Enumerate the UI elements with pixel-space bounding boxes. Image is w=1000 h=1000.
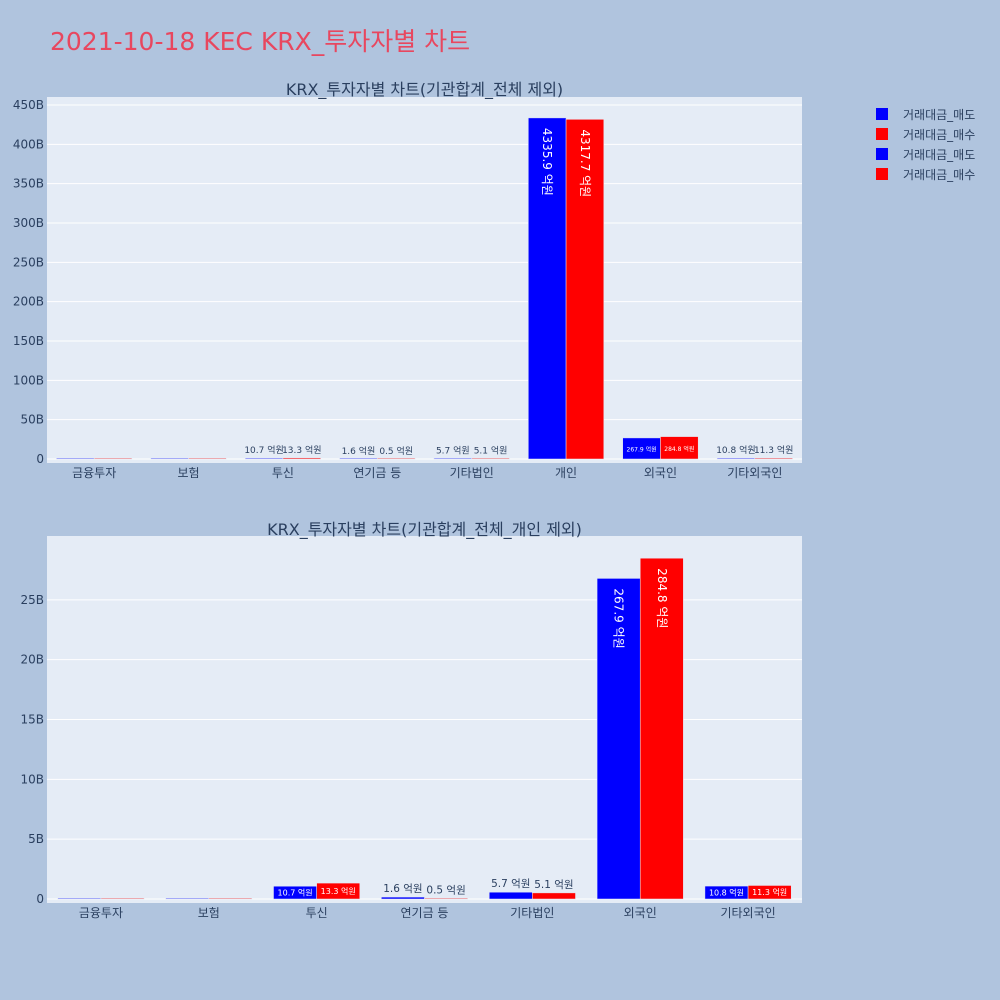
bar: [488, 891, 533, 900]
x-tick-label: 기타외국인: [727, 466, 782, 480]
chart-title: KRX_투자자별 차트(기관합계_전체_개인 제외): [267, 520, 582, 540]
bar-value-label: 13.3 억원: [321, 886, 356, 896]
bar-value-label: 13.3 억원: [282, 444, 321, 456]
y-tick-label: 350B: [13, 177, 44, 191]
bar-value-label: 267.9 억원: [627, 445, 657, 453]
bar: [381, 896, 425, 900]
bar: [282, 457, 321, 460]
page-title: 2021-10-18 KEC KRX_투자자별 차트: [50, 27, 471, 56]
x-tick-label: 보험: [198, 906, 220, 920]
bar-value-label: 4335.9 억원: [540, 128, 554, 196]
bar: [316, 882, 361, 900]
y-tick-label: 50B: [20, 413, 44, 427]
bar: [150, 457, 189, 460]
x-tick-label: 외국인: [624, 906, 657, 920]
y-tick-label: 150B: [13, 334, 44, 348]
y-tick-label: 10B: [20, 772, 44, 786]
bar: [660, 436, 699, 460]
bar-value-label: 284.8 억원: [655, 568, 669, 628]
y-tick-label: 5B: [28, 832, 44, 846]
bar-value-label: 10.8 억원: [709, 888, 744, 898]
bar-value-label: 5.7 억원: [436, 445, 470, 457]
bar-value-label: 11.3 억원: [754, 444, 793, 456]
bar: [93, 457, 133, 460]
y-tick-label: 0: [36, 452, 44, 466]
legend-swatch[interactable]: [876, 128, 888, 140]
y-tick-label: 20B: [20, 653, 44, 667]
bar: [57, 897, 102, 900]
bar: [754, 457, 793, 460]
x-tick-label: 개인: [555, 466, 577, 480]
x-tick-label: 외국인: [644, 466, 677, 480]
legend-label: 거래대금_매수: [903, 128, 975, 142]
y-tick-label: 250B: [13, 255, 44, 269]
bar-value-label: 5.1 억원: [474, 445, 508, 457]
bar: [433, 457, 472, 460]
y-tick-label: 400B: [13, 137, 44, 151]
y-tick-label: 15B: [20, 713, 44, 727]
legend-label: 거래대금_매수: [903, 168, 975, 182]
x-tick-label: 기타외국인: [720, 906, 775, 920]
plot-area: [47, 97, 802, 463]
bar-value-label: 11.3 억원: [752, 887, 787, 897]
bar: [165, 897, 210, 900]
y-tick-label: 200B: [13, 295, 44, 309]
bar-value-label: 10.8 억원: [716, 444, 755, 456]
legend-swatch[interactable]: [876, 108, 888, 120]
legend-swatch[interactable]: [876, 148, 888, 160]
bar: [100, 897, 145, 900]
bar: [377, 457, 416, 460]
y-tick-label: 100B: [13, 373, 44, 387]
y-tick-label: 450B: [13, 98, 44, 112]
x-tick-label: 기타법인: [510, 906, 554, 920]
x-tick-label: 보험: [178, 466, 200, 480]
bar: [596, 578, 641, 900]
bar: [528, 117, 567, 460]
bar: [565, 119, 605, 460]
x-tick-label: 금융투자: [79, 906, 123, 920]
chart-title: KRX_투자자별 차트(기관합계_전체 제외): [286, 80, 563, 100]
bar-value-label: 0.5 억원: [426, 884, 465, 896]
bar: [716, 457, 756, 460]
bar-value-label: 1.6 억원: [383, 883, 422, 895]
bar: [56, 457, 95, 460]
bar-value-label: 5.1 억원: [534, 879, 573, 891]
y-tick-label: 300B: [13, 216, 44, 230]
bar-value-label: 4317.7 억원: [578, 129, 592, 197]
x-tick-label: 투신: [306, 906, 328, 920]
x-tick-label: 투신: [272, 466, 294, 480]
bar: [532, 892, 576, 900]
legend-label: 거래대금_매도: [903, 108, 975, 122]
bar-value-label: 267.9 억원: [612, 588, 626, 648]
bar: [471, 457, 510, 460]
y-tick-label: 0: [36, 892, 44, 906]
x-tick-label: 기타법인: [450, 466, 494, 480]
x-tick-label: 연기금 등: [353, 466, 401, 480]
bar-value-label: 284.8 억원: [664, 445, 694, 453]
bar: [339, 457, 378, 460]
bar-value-label: 0.5 억원: [379, 445, 413, 457]
bar: [208, 897, 253, 900]
bar: [424, 897, 468, 900]
y-tick-label: 25B: [20, 593, 44, 607]
bar-value-label: 1.6 억원: [342, 445, 376, 457]
bar: [188, 457, 227, 460]
legend-swatch[interactable]: [876, 168, 888, 180]
bar: [747, 885, 792, 900]
legend-label: 거래대금_매도: [903, 148, 975, 162]
bar: [244, 457, 284, 460]
bar-value-label: 5.7 억원: [491, 878, 530, 890]
bar: [639, 557, 684, 900]
x-tick-label: 연기금 등: [401, 906, 449, 920]
bar-value-label: 10.7 억원: [278, 888, 313, 898]
bar-value-label: 10.7 억원: [244, 444, 283, 456]
x-tick-label: 금융투자: [72, 466, 116, 480]
